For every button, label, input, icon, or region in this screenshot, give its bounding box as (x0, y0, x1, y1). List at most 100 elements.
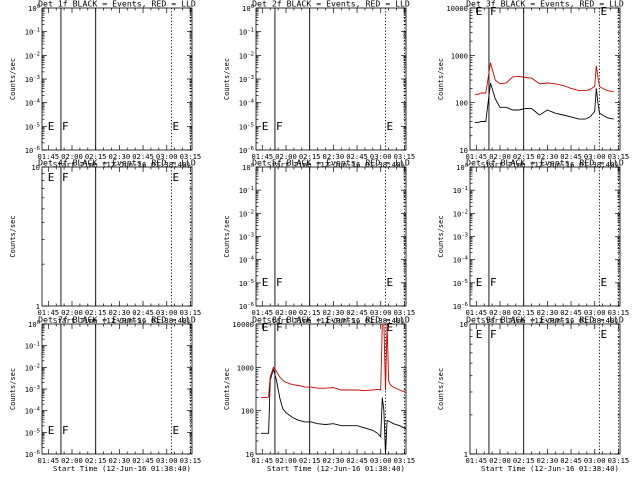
x-tick-label: 02:45 (132, 456, 154, 465)
x-tick-label: 03:15 (394, 456, 416, 465)
y-axis-label: Counts/sec (223, 215, 231, 257)
marker-label-e: E (386, 321, 393, 334)
x-tick-label: 02:30 (537, 456, 559, 465)
x-axis-label: Start Time (12-Jun-16 01:38:40) (53, 160, 191, 169)
x-tick-label: 03:00 (370, 152, 392, 161)
marker-label-f: F (490, 5, 497, 18)
y-tick-label: 100 (241, 407, 254, 416)
y-tick-label: 1 (464, 450, 468, 459)
x-axis-label: Start Time (12-Jun-16 01:38:40) (53, 316, 191, 325)
y-tick-label: 10-1 (25, 342, 40, 351)
marker-label-e: E (600, 328, 607, 341)
y-tick-label: 10-1 (453, 186, 468, 195)
y-tick-label: 10-1 (239, 186, 254, 195)
y-axis-label: Counts/sec (9, 215, 17, 257)
x-tick-label: 02:15 (85, 308, 107, 317)
x-tick-label: 02:00 (489, 308, 511, 317)
marker-label-e: E (386, 276, 393, 289)
plot-frame (469, 323, 621, 455)
x-tick-label: 02:30 (323, 456, 345, 465)
x-axis-label: Start Time (12-Jun-16 01:38:40) (481, 160, 619, 169)
panel-det-4: Det 4f BLACK = Events, RED = LLD 1 10 Count… (9, 158, 201, 326)
marker-label-e: E (476, 328, 483, 341)
y-tick-label: 10-4 (239, 99, 255, 108)
marker-label-f: F (62, 120, 69, 133)
x-tick-label: 01:45 (465, 456, 487, 465)
x-tick-label: 02:15 (299, 152, 321, 161)
panel-title: Det 7f BLACK = Events, RED = LLD (38, 315, 196, 325)
y-tick-label: 10 (245, 450, 254, 459)
x-axis-label: Start Time (12-Jun-16 01:38:40) (53, 464, 191, 473)
y-tick-label: 10-2 (25, 363, 40, 372)
x-tick-label: 01:45 (465, 152, 487, 161)
x-tick-label: 02:00 (61, 152, 83, 161)
marker-label-e: E (172, 120, 179, 133)
x-tick-label: 03:00 (370, 456, 392, 465)
y-tick-label: 10-2 (453, 209, 468, 218)
marker-label-e: E (386, 120, 393, 133)
y-axis-label: Counts/sec (9, 58, 17, 100)
x-tick-label: 02:45 (346, 308, 368, 317)
marker-label-e: E (48, 171, 55, 184)
y-tick-label: 10-3 (25, 385, 40, 394)
panel-title: Det 6f BLACK = Events, RED = LLD (466, 158, 624, 168)
y-tick-label: 10-3 (239, 233, 254, 242)
x-tick-label: 02:15 (513, 456, 535, 465)
x-tick-label: 01:45 (37, 152, 59, 161)
marker-label-e: E (476, 5, 483, 18)
panel-det-2: Det 2f BLACK = Events, RED = LLD10010-11… (223, 0, 415, 169)
x-tick-label: 01:45 (465, 308, 487, 317)
marker-label-f: F (276, 321, 283, 334)
y-tick-label: 10-4 (25, 99, 41, 108)
y-tick-label: 10000 (232, 320, 254, 329)
y-tick-label: 10-5 (239, 122, 254, 131)
x-tick-label: 02:15 (85, 456, 107, 465)
x-tick-label: 02:30 (109, 152, 131, 161)
y-axis-label: Counts/sec (437, 368, 445, 410)
x-tick-label: 02:15 (299, 308, 321, 317)
y-axis-label: Counts/sec (223, 368, 231, 410)
x-tick-label: 03:15 (608, 456, 630, 465)
x-tick-label: 02:00 (275, 152, 297, 161)
y-tick-label: 10000 (446, 4, 468, 13)
y-tick-label: 100 (242, 163, 254, 172)
x-tick-label: 02:00 (489, 152, 511, 161)
y-tick-label: 10-3 (453, 233, 468, 242)
y-tick-label: 100 (28, 320, 40, 329)
x-tick-label: 03:00 (156, 152, 178, 161)
y-tick-label: 10-2 (25, 51, 40, 60)
x-tick-label: 03:00 (584, 308, 606, 317)
y-tick-label: 100 (242, 4, 254, 13)
y-tick-label: 10-6 (239, 146, 254, 155)
y-tick-label: 10-3 (239, 75, 254, 84)
x-axis-label: Start Time (12-Jun-16 01:38:40) (267, 316, 405, 325)
y-tick-label: 10-4 (25, 407, 41, 416)
panel-title: Det 9f BLACK = Events, RED = LLD (466, 315, 624, 325)
y-tick-label: 1000 (451, 51, 468, 60)
y-tick-label: 10 (459, 320, 468, 329)
x-tick-label: 02:15 (513, 152, 535, 161)
y-tick-label: 10-4 (453, 256, 469, 265)
marker-label-e: E (600, 5, 607, 18)
panel-title: Det 3f BLACK = Events, RED = LLD (466, 0, 624, 9)
panel-title: Det 5f BLACK = Events, RED = LLD (252, 158, 410, 168)
y-tick-label: 100 (28, 4, 40, 13)
y-tick-label: 10-6 (453, 302, 468, 311)
x-tick-label: 01:45 (251, 152, 273, 161)
x-axis-label: Start Time (12-Jun-16 01:38:40) (481, 316, 619, 325)
y-tick-label: 10-5 (25, 428, 40, 437)
panel-title: Det 1f BLACK = Events, RED = LLD (38, 0, 196, 9)
marker-label-e: E (476, 276, 483, 289)
y-tick-label: 1 (36, 302, 40, 311)
y-tick-label: 10-3 (25, 75, 40, 84)
y-tick-label: 10 (31, 163, 40, 172)
x-tick-label: 02:30 (109, 308, 131, 317)
y-tick-label: 10-2 (239, 51, 254, 60)
marker-label-f: F (62, 171, 69, 184)
x-tick-label: 03:15 (180, 308, 202, 317)
marker-label-e: E (48, 424, 55, 437)
plot-frame (41, 166, 193, 307)
x-tick-label: 02:45 (132, 152, 154, 161)
